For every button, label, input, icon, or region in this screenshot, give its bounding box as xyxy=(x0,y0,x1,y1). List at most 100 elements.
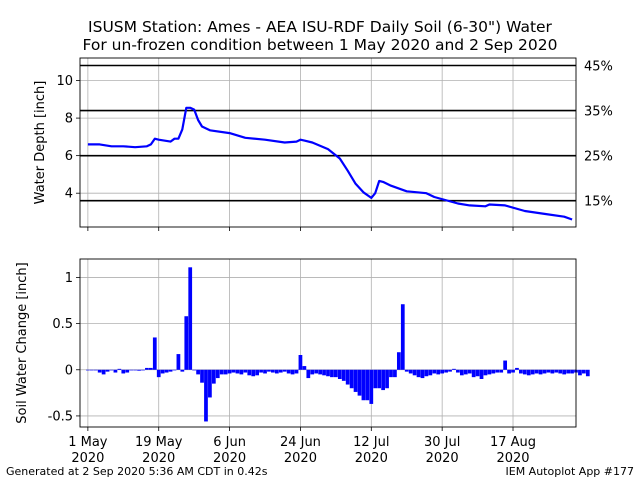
change-bar xyxy=(215,369,220,379)
change-bar xyxy=(471,369,476,378)
change-bar xyxy=(180,369,185,372)
change-bar xyxy=(109,369,114,371)
change-bar xyxy=(534,369,539,374)
change-axes-frame xyxy=(79,258,577,428)
change-bar xyxy=(546,369,551,373)
change-bar xyxy=(86,369,90,371)
change-bar xyxy=(255,369,260,376)
change-bar xyxy=(314,369,319,374)
change-bar xyxy=(456,369,460,373)
change-bar xyxy=(223,369,228,375)
change-ytick-label: 0.5 xyxy=(52,317,73,332)
depth-ytick-label: 8 xyxy=(65,112,73,127)
change-bar xyxy=(467,369,472,374)
change-bar xyxy=(176,354,181,370)
change-bar xyxy=(357,369,362,396)
change-bar xyxy=(522,369,527,375)
change-bar xyxy=(204,369,208,422)
change-bar xyxy=(137,369,141,371)
xtick-label: 19 May xyxy=(135,435,183,450)
change-bar xyxy=(152,337,157,370)
change-bar xyxy=(105,369,110,372)
change-bar xyxy=(389,369,393,378)
change-bar xyxy=(538,369,543,375)
change-bar xyxy=(294,369,299,374)
change-bar xyxy=(558,369,563,374)
change-bar xyxy=(526,369,531,376)
change-bar xyxy=(436,369,441,375)
change-bar xyxy=(227,369,232,374)
change-bar xyxy=(345,369,350,385)
xtick-year: 2020 xyxy=(426,451,459,466)
depth-ytick-label: 4 xyxy=(65,187,73,202)
change-bar xyxy=(369,369,374,404)
change-bar xyxy=(172,369,177,371)
change-bar xyxy=(326,369,330,377)
xtick-year: 2020 xyxy=(284,451,317,466)
change-bar xyxy=(396,352,401,370)
xtick-year: 2020 xyxy=(71,451,104,466)
change-bar xyxy=(483,369,488,376)
change-bar xyxy=(495,369,500,373)
change-bar xyxy=(302,366,307,370)
change-bar xyxy=(349,369,354,389)
xtick-label: 6 Jun xyxy=(213,435,246,450)
change-bar xyxy=(89,369,94,371)
change-bar xyxy=(200,369,204,383)
change-bar xyxy=(121,369,126,374)
change-bar xyxy=(267,369,271,372)
change-bar xyxy=(168,369,173,372)
change-bar xyxy=(361,369,366,401)
change-bar xyxy=(231,369,236,373)
change-bar xyxy=(519,369,523,374)
change-bar xyxy=(239,369,244,375)
xtick-label: 24 Jun xyxy=(280,435,321,450)
change-bar xyxy=(530,369,535,375)
change-bar xyxy=(318,369,322,375)
change-bar xyxy=(420,369,425,379)
change-bar xyxy=(432,369,437,374)
change-bar xyxy=(156,369,161,378)
change-bar xyxy=(196,369,200,375)
change-bar xyxy=(566,369,570,374)
change-bar xyxy=(101,369,106,375)
change-bar xyxy=(235,369,240,374)
change-bar xyxy=(428,369,433,376)
xtick-year: 2020 xyxy=(142,451,175,466)
change-bar xyxy=(377,369,382,389)
change-bar xyxy=(507,369,511,374)
change-bar xyxy=(306,369,311,379)
change-bar xyxy=(554,369,559,373)
change-bar xyxy=(550,369,555,374)
change-bar xyxy=(463,369,468,375)
change-bar xyxy=(582,369,586,374)
footer-generated: Generated at 2 Sep 2020 5:36 AM CDT in 0… xyxy=(6,465,268,478)
threshold-label-35pct: 35% xyxy=(584,105,613,120)
chart-title-line2: For un-frozen condition between 1 May 20… xyxy=(82,36,558,54)
change-bar xyxy=(219,369,224,375)
water-depth-line xyxy=(87,106,573,221)
change-bar xyxy=(341,369,346,381)
change-bar xyxy=(208,369,212,398)
change-bar xyxy=(263,369,267,374)
change-bar xyxy=(243,369,248,373)
change-bar xyxy=(448,369,452,372)
change-bar xyxy=(570,369,574,374)
xtick-label: 12 Jul xyxy=(353,435,389,450)
change-bar xyxy=(499,369,504,373)
change-bar xyxy=(503,360,508,370)
change-bar xyxy=(459,369,464,376)
change-bar xyxy=(286,369,291,374)
change-bar xyxy=(475,369,480,377)
change-bar xyxy=(93,369,98,371)
change-bar xyxy=(511,369,515,373)
change-ytick-label: -0.5 xyxy=(48,409,73,424)
change-bar xyxy=(412,369,417,376)
change-bar xyxy=(133,369,137,371)
change-bar xyxy=(184,316,189,370)
change-bar xyxy=(113,369,118,373)
change-bar xyxy=(290,369,295,375)
change-bar xyxy=(491,369,496,374)
depth-ytick-label: 6 xyxy=(65,149,73,164)
